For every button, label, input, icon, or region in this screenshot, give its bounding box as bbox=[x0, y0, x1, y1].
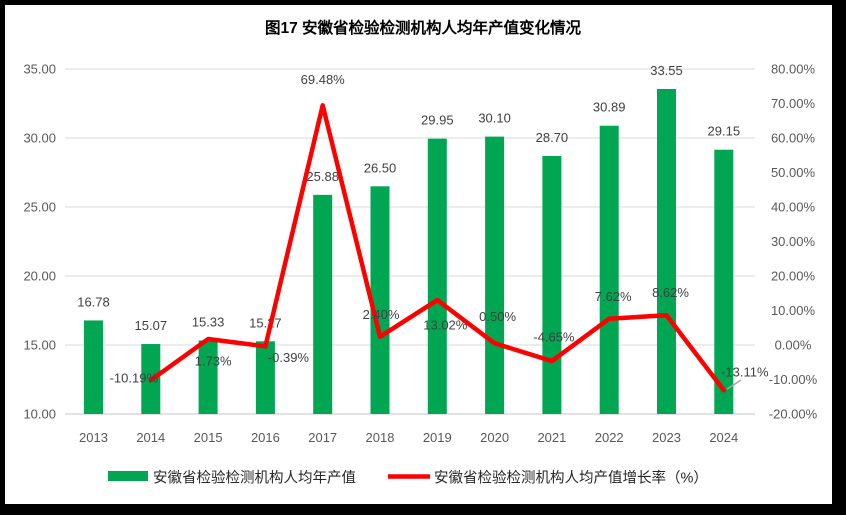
growth-point-label: 13.02% bbox=[423, 318, 468, 333]
right-axis-tick-label: 60.00% bbox=[771, 131, 816, 146]
bar bbox=[485, 136, 505, 414]
bar-value-label: 15.07 bbox=[135, 318, 168, 333]
growth-point-label: 8.62% bbox=[652, 285, 689, 300]
legend-bar-swatch-icon bbox=[108, 471, 148, 481]
growth-point-label: 2.40% bbox=[363, 307, 400, 322]
growth-point-label: 1.73% bbox=[195, 354, 232, 369]
x-axis-label: 2022 bbox=[595, 430, 624, 445]
bar-value-label: 30.10 bbox=[478, 111, 511, 126]
right-axis-tick-label: 0.00% bbox=[775, 338, 812, 353]
x-axis-label: 2024 bbox=[709, 430, 738, 445]
bar bbox=[313, 194, 333, 414]
x-axis-label: 2013 bbox=[79, 430, 108, 445]
right-axis-tick-label: -20.00% bbox=[769, 407, 818, 422]
growth-point-label: -10.19% bbox=[110, 371, 159, 386]
x-axis-label: 2014 bbox=[136, 430, 165, 445]
growth-line bbox=[148, 103, 727, 393]
bar-value-label: 15.27 bbox=[249, 315, 282, 330]
growth-point-label: 7.62% bbox=[595, 289, 632, 304]
left-axis-tick-label: 35.00 bbox=[23, 62, 56, 77]
x-axis-label: 2023 bbox=[652, 430, 681, 445]
right-axis-tick-label: 40.00% bbox=[771, 200, 816, 215]
bar bbox=[84, 320, 103, 414]
frame-border-top bbox=[0, 0, 846, 5]
x-axis-label: 2017 bbox=[308, 430, 337, 445]
frame-border-bottom bbox=[0, 504, 846, 515]
label-leader-line bbox=[726, 379, 742, 390]
x-axis-label: 2018 bbox=[366, 430, 395, 445]
right-axis-tick-label: 70.00% bbox=[771, 96, 816, 111]
bar bbox=[198, 340, 218, 414]
legend-line-label: 安徽省检验检测机构人均产值增长率（%） bbox=[434, 470, 708, 487]
right-axis-tick-label: 50.00% bbox=[771, 165, 816, 180]
legend-bar-label: 安徽省检验检测机构人均年产值 bbox=[153, 470, 356, 487]
bar-value-label: 28.70 bbox=[536, 130, 569, 145]
left-axis-tick-label: 30.00 bbox=[23, 131, 56, 146]
bar bbox=[427, 138, 447, 414]
growth-point-label: -0.39% bbox=[268, 350, 310, 365]
right-axis-tick-label: 30.00% bbox=[771, 234, 816, 249]
growth-point-label: 0.50% bbox=[479, 309, 516, 324]
bar bbox=[370, 186, 390, 414]
bar bbox=[714, 149, 734, 415]
left-axis-tick-label: 20.00 bbox=[23, 269, 56, 284]
growth-point-label: -13.11% bbox=[721, 365, 769, 380]
bar bbox=[542, 155, 562, 414]
frame-border-left bbox=[0, 0, 5, 515]
right-axis-tick-label: -10.00% bbox=[769, 372, 818, 387]
left-axis-tick-label: 15.00 bbox=[23, 338, 56, 353]
bar bbox=[657, 89, 676, 414]
growth-point-label: 69.48% bbox=[301, 72, 346, 87]
bar-value-label: 30.89 bbox=[593, 100, 626, 115]
plot-area: 35.00 30.00 25.00 20.00 15.00 10.00 80.00% 70.0… bbox=[23, 62, 817, 446]
bar-value-label: 25.88 bbox=[306, 169, 339, 184]
left-axis-tick-label: 25.00 bbox=[23, 200, 56, 215]
bar-value-label: 26.50 bbox=[364, 160, 397, 175]
bar-value-label: 29.15 bbox=[708, 124, 741, 139]
x-axis-label: 2016 bbox=[251, 430, 280, 445]
legend: 安徽省检验检测机构人均年产值 安徽省检验检测机构人均产值增长率（%） bbox=[108, 470, 708, 487]
right-axis-tick-label: 10.00% bbox=[771, 303, 816, 318]
x-axis-label: 2020 bbox=[480, 430, 509, 445]
chart-title: 图17 安徽省检验检测机构人均年产值变化情况 bbox=[265, 18, 582, 37]
right-axis-tick-label: 20.00% bbox=[771, 269, 816, 284]
bar-value-label: 15.33 bbox=[192, 314, 225, 329]
bar bbox=[599, 125, 619, 414]
left-axis-tick-label: 10.00 bbox=[23, 407, 56, 422]
bar-value-label: 33.55 bbox=[650, 63, 683, 78]
growth-point-label: -4.65% bbox=[533, 330, 575, 345]
bar bbox=[255, 341, 275, 414]
x-axis-label: 2019 bbox=[423, 430, 452, 445]
bar-value-label: 29.95 bbox=[421, 113, 454, 128]
x-axis-label: 2021 bbox=[537, 430, 566, 445]
bar-value-label: 16.78 bbox=[77, 294, 110, 309]
right-axis-tick-label: 80.00% bbox=[771, 62, 816, 77]
x-axis-label: 2015 bbox=[194, 430, 223, 445]
frame-border-right bbox=[832, 0, 846, 515]
